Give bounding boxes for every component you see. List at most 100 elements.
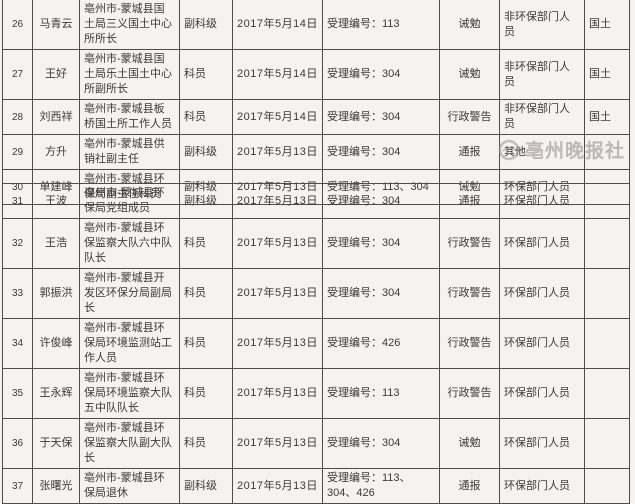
row-number-cell: 34 <box>2 318 33 369</box>
punishment-cell: 诫勉 <box>439 418 500 469</box>
row-number-cell: 28 <box>2 99 33 135</box>
rank-level-cell: 科员 <box>179 418 233 469</box>
row-number-cell: 37 <box>2 468 33 504</box>
person-category-cell: 环保部门人员 <box>499 418 585 469</box>
person-category-cell: 环保部门人员 <box>499 218 585 269</box>
table-row: 33 郭振洪 亳州市-蒙城县开发区环保分局副局长 科员 2017年5月13日 受理编号：3… <box>2 268 630 319</box>
punishment-table-upper: 26 马青云 亳州市-蒙城县国土局三义国土中心所所长 副科级 2017年5月14日 受理编… <box>2 0 630 205</box>
table-row: 29 方升 亳州市-蒙城县供销社副主任 副科级 2017年5月13日 受理编号：304 通报… <box>2 134 630 170</box>
person-name-cell: 张曙光 <box>32 468 80 504</box>
handle-date-cell: 2017年5月13日 <box>232 318 323 369</box>
case-number-cell: 受理编号：304 <box>322 418 440 469</box>
system-dept-cell <box>584 134 630 170</box>
person-category-cell: 环保部门人员 <box>499 268 585 319</box>
row-number-cell: 27 <box>2 49 33 100</box>
case-number-cell: 受理编号：113、304、426 <box>322 468 440 504</box>
person-name-cell: 郭振洪 <box>32 268 80 319</box>
row-number-cell: 33 <box>2 268 33 319</box>
handle-date-cell: 2017年5月13日 <box>232 218 323 269</box>
person-name-cell: 王永辉 <box>32 368 80 419</box>
case-number-cell: 受理编号：426 <box>322 318 440 369</box>
handle-date-cell: 2017年5月13日 <box>232 468 323 504</box>
rank-level-cell: 科员 <box>179 268 233 319</box>
person-name-cell: 马青云 <box>32 0 80 50</box>
person-category-cell: 环保部门人员 <box>499 468 585 504</box>
rank-level-cell: 科员 <box>179 99 233 135</box>
rank-level-cell: 科员 <box>179 218 233 269</box>
case-number-cell: 受理编号：304 <box>322 134 440 170</box>
table-row: 28 刘西祥 亳州市-蒙城县板桥国土所工作人员 科员 2017年5月14日 受理编号：30… <box>2 99 630 135</box>
person-name-cell: 于天保 <box>32 418 80 469</box>
person-category-cell: 其他 <box>499 134 585 170</box>
unit-position-cell: 亳州市-蒙城县环保局环境监察大队五中队队长 <box>79 368 180 419</box>
person-category-cell: 环保部门人员 <box>499 183 585 219</box>
table-row: 34 许俊峰 亳州市-蒙城县环保局环境监测站工作人员 科员 2017年5月13日 受理编号… <box>2 318 630 369</box>
unit-position-cell: 亳州市-蒙城县国土局乐土国土中心所副所长 <box>79 49 180 100</box>
table-row: 36 于天保 亳州市-蒙城县环保监察大队副大队长 科员 2017年5月13日 受理编号：3… <box>2 418 630 469</box>
handle-date-cell: 2017年5月13日 <box>232 268 323 319</box>
person-category-cell: 环保部门人员 <box>499 318 585 369</box>
table-row: 27 王好 亳州市-蒙城县国土局乐土国土中心所副所长 科员 2017年5月14日 受理编号… <box>2 49 630 100</box>
handle-date-cell: 2017年5月14日 <box>232 49 323 100</box>
system-dept-cell <box>584 268 630 319</box>
person-category-cell: 非环保部门人员 <box>499 99 585 135</box>
handle-date-cell: 2017年5月13日 <box>232 368 323 419</box>
case-number-cell: 受理编号：113 <box>322 0 440 50</box>
table-row: 31 王波 亳州市-蒙城县环保局党组成员 副科级 2017年5月13日 受理编号：304 通… <box>2 183 630 219</box>
row-number-cell: 36 <box>2 418 33 469</box>
person-name-cell: 王浩 <box>32 218 80 269</box>
unit-position-cell: 亳州市-蒙城县板桥国土所工作人员 <box>79 99 180 135</box>
punishment-cell: 诫勉 <box>439 49 500 100</box>
case-number-cell: 受理编号：304 <box>322 268 440 319</box>
handle-date-cell: 2017年5月13日 <box>232 183 323 219</box>
table-row: 26 马青云 亳州市-蒙城县国土局三义国土中心所所长 副科级 2017年5月14日 受理编… <box>2 0 630 50</box>
row-number-cell: 31 <box>2 183 33 219</box>
rank-level-cell: 科员 <box>179 318 233 369</box>
row-number-cell: 26 <box>2 0 33 50</box>
table-row: 35 王永辉 亳州市-蒙城县环保局环境监察大队五中队队长 科员 2017年5月13日 受理… <box>2 368 630 419</box>
system-dept-cell: 国土 <box>584 0 630 50</box>
case-number-cell: 受理编号：304 <box>322 99 440 135</box>
handle-date-cell: 2017年5月14日 <box>232 99 323 135</box>
system-dept-cell <box>584 468 630 504</box>
rank-level-cell: 副科级 <box>179 183 233 219</box>
system-dept-cell <box>584 183 630 219</box>
punishment-table-lower: 31 王波 亳州市-蒙城县环保局党组成员 副科级 2017年5月13日 受理编号：304 通… <box>2 183 630 504</box>
rank-level-cell: 副科级 <box>179 134 233 170</box>
row-number-cell: 35 <box>2 368 33 419</box>
system-dept-cell: 国土 <box>584 99 630 135</box>
handle-date-cell: 2017年5月13日 <box>232 418 323 469</box>
punishment-cell: 行政警告 <box>439 268 500 319</box>
system-dept-cell <box>584 418 630 469</box>
system-dept-cell <box>584 368 630 419</box>
person-name-cell: 刘西祥 <box>32 99 80 135</box>
system-dept-cell <box>584 318 630 369</box>
unit-position-cell: 亳州市-蒙城县环保局党组成员 <box>79 183 180 219</box>
person-name-cell: 方升 <box>32 134 80 170</box>
system-dept-cell: 国土 <box>584 49 630 100</box>
punishment-cell: 通报 <box>439 183 500 219</box>
person-category-cell: 非环保部门人员 <box>499 49 585 100</box>
person-name-cell: 王好 <box>32 49 80 100</box>
case-number-cell: 受理编号：113 <box>322 368 440 419</box>
case-number-cell: 受理编号：304 <box>322 183 440 219</box>
punishment-cell: 通报 <box>439 134 500 170</box>
punishment-cell: 行政警告 <box>439 318 500 369</box>
unit-position-cell: 亳州市-蒙城县环保局环境监测站工作人员 <box>79 318 180 369</box>
punishment-cell: 行政警告 <box>439 99 500 135</box>
rank-level-cell: 副科级 <box>179 468 233 504</box>
handle-date-cell: 2017年5月14日 <box>232 0 323 50</box>
table-row: 32 王浩 亳州市-蒙城县环保监察大队六中队队长 科员 2017年5月13日 受理编号：3… <box>2 218 630 269</box>
punishment-cell: 行政警告 <box>439 368 500 419</box>
rank-level-cell: 科员 <box>179 368 233 419</box>
row-number-cell: 32 <box>2 218 33 269</box>
punishment-cell: 行政警告 <box>439 218 500 269</box>
unit-position-cell: 亳州市-蒙城县环保监察大队副大队长 <box>79 418 180 469</box>
case-number-cell: 受理编号：304 <box>322 49 440 100</box>
unit-position-cell: 亳州市-蒙城县国土局三义国土中心所所长 <box>79 0 180 50</box>
case-number-cell: 受理编号：304 <box>322 218 440 269</box>
system-dept-cell <box>584 218 630 269</box>
rank-level-cell: 副科级 <box>179 0 233 50</box>
row-number-cell: 29 <box>2 134 33 170</box>
unit-position-cell: 亳州市-蒙城县供销社副主任 <box>79 134 180 170</box>
